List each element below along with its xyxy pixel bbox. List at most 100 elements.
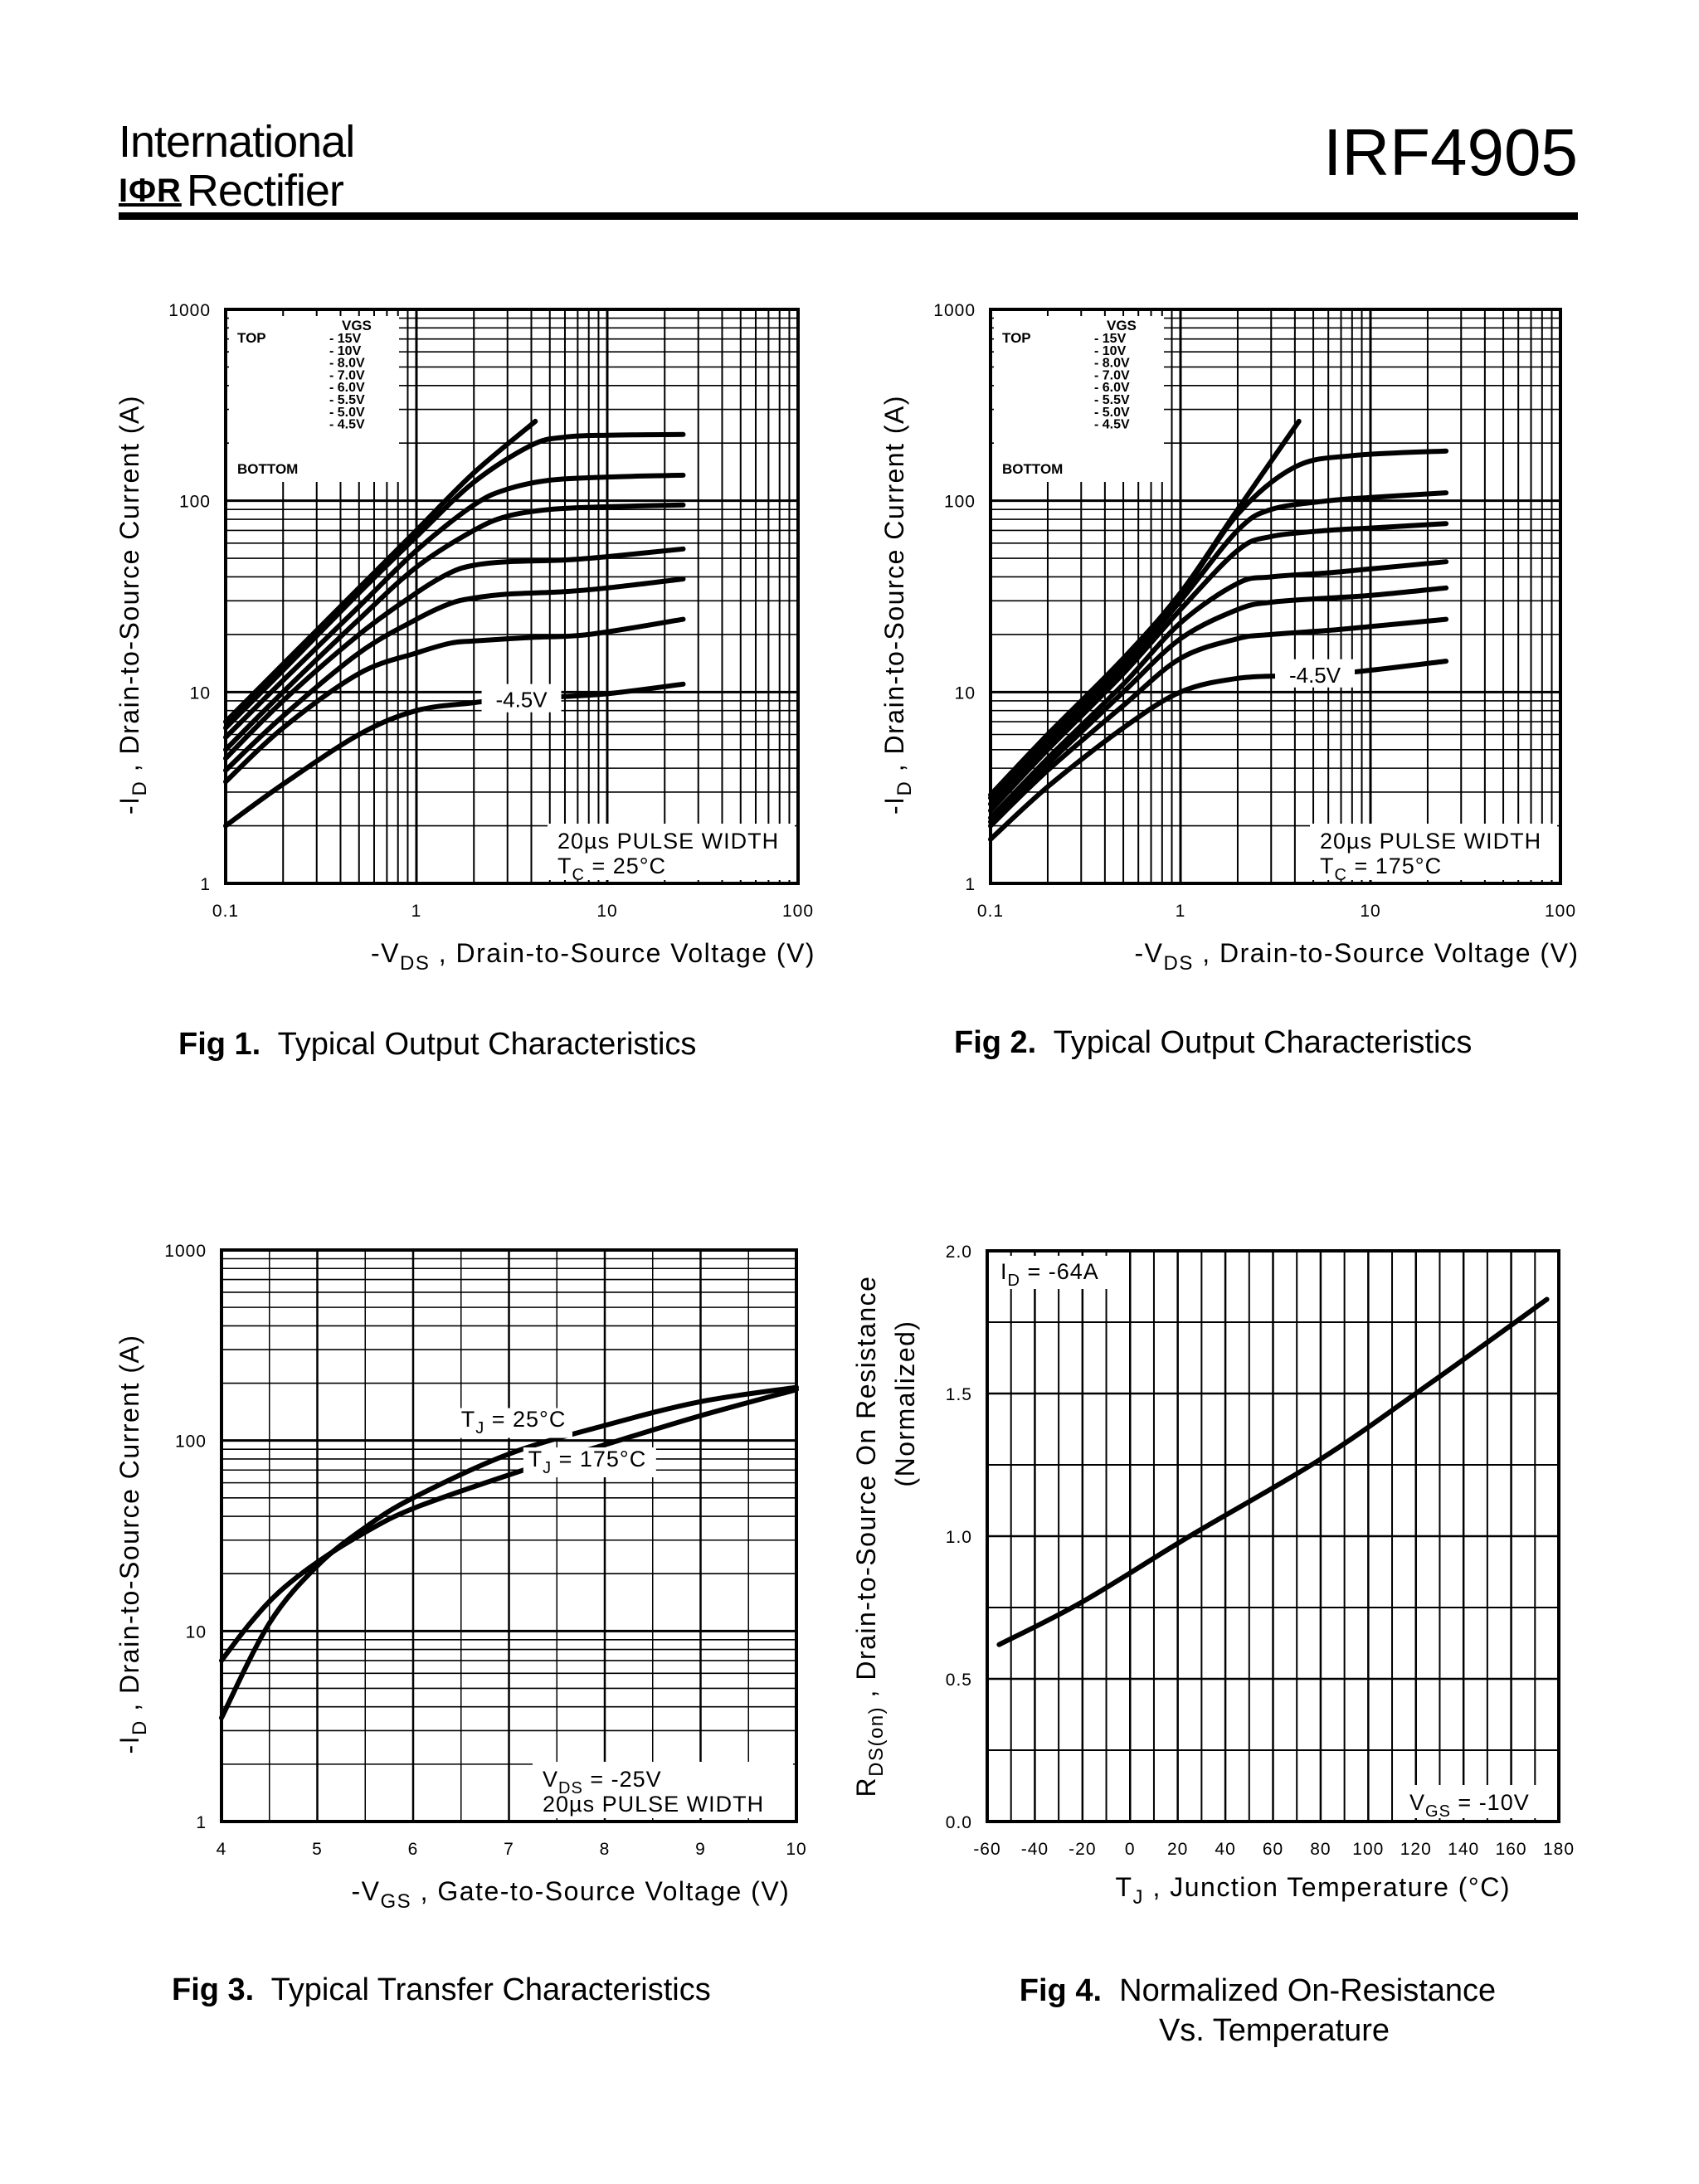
fig2-legend-entry: - 10V: [1094, 344, 1127, 358]
fig1-pulse-width-label: 20µs PULSE WIDTH: [557, 829, 779, 854]
fig4-xtick-label: 80: [1310, 1840, 1331, 1859]
fig4-xtick-label: 180: [1543, 1840, 1575, 1859]
fig3-plot-frame: [220, 1248, 798, 1823]
fig1-ytick-label: 10: [190, 683, 211, 703]
fig4-caption-text2: Vs. Temperature: [1158, 2013, 1390, 2048]
fig1-legend-top: TOP: [237, 330, 266, 346]
header-rule: [119, 212, 1578, 220]
fig4-ytick-label: 1.0: [946, 1528, 972, 1547]
fig2-xtick-label: 1: [1176, 902, 1186, 921]
fig1-legend-entry: - 4.5V: [329, 418, 365, 432]
fig2-ytick-label: 1: [965, 875, 976, 894]
fig3-series-line-tj-175-c: [219, 1387, 799, 1663]
fig1-caption-text: Typical Output Characteristics: [277, 1027, 697, 1062]
fig1-series-line--7-0v: [223, 502, 686, 752]
fig1-legend-bg: [229, 316, 399, 482]
fig4-ytick-label: 2.0: [946, 1243, 972, 1262]
fig4-series-line-rds-on-: [996, 1296, 1550, 1647]
fig3-caption-prefix: Fig 3.: [172, 1972, 255, 2007]
fig4-id-label: ID = -64A: [1000, 1259, 1099, 1290]
fig3-ytick-label: 10: [186, 1622, 207, 1642]
fig2-xtick-label: 0.1: [977, 902, 1004, 921]
fig2-caption-prefix: Fig 2.: [954, 1025, 1037, 1060]
fig3-ytick-label: 100: [175, 1432, 207, 1452]
fig4-id-label-bg: [992, 1256, 1117, 1289]
fig4-ytick-label: 0.5: [946, 1671, 972, 1690]
fig1-legend-entry: - 10V: [329, 344, 362, 358]
fig1-caption-prefix: Fig 1.: [178, 1027, 261, 1062]
fig2-legend-entry: - 7.0V: [1094, 368, 1130, 382]
fig3-tick-labels: 4 5 6 7 8 9 10 1 10 100 1000: [164, 1242, 806, 1859]
fig3-series-group: [219, 1384, 799, 1720]
fig2-ytick-label: 100: [944, 493, 976, 512]
fig4-xtick-label: -60: [973, 1840, 1000, 1859]
fig2-legend-entry: - 15V: [1094, 332, 1127, 346]
fig2-series-line--8-0v: [988, 490, 1449, 807]
fig1-series-line--5-5v: [223, 576, 686, 773]
fig4-xtick-label: 0: [1125, 1840, 1136, 1859]
fig2-legend-entry: - 5.5V: [1094, 393, 1130, 407]
fig4-xtick-label: -20: [1069, 1840, 1096, 1859]
fig4-series-group: [996, 1296, 1550, 1647]
fig2-caption: Fig 2. Typical Output Characteristics: [954, 1025, 1472, 1061]
fig4-caption-text: Normalized On-Resistance: [1119, 1973, 1497, 2008]
fig4-chart: ID = -64A VGS = -10V -60 -40 -20 0 20 40 60 80 100…: [851, 1243, 1575, 1909]
fig1-ytick-label: 1000: [168, 301, 211, 320]
fig2-series-line--6-0v: [988, 559, 1449, 820]
fig3-caption-text: Typical Transfer Characteristics: [270, 1972, 711, 2007]
fig3-xtick-label: 4: [217, 1840, 227, 1859]
fig1-plot-frame: [224, 308, 800, 885]
fig1-legend-entry: - 15V: [329, 332, 362, 346]
fig1-series-line--4-5v: [223, 681, 686, 829]
fig2-series-line--5-0v: [988, 616, 1449, 829]
fig2-chart: VGS TOP - 15V- 10V- 8.0V- 7.0V- 6.0V- 5.5V…: [879, 301, 1580, 975]
fig1-series-group: [223, 418, 686, 829]
fig3-vds-label: VDS = -25V: [543, 1767, 662, 1797]
fig4-y-axis-title: RDS(on) , Drain-to-Source On Resistance: [851, 1276, 888, 1797]
fig4-vgs-label-bg: [1401, 1785, 1555, 1818]
fig2-legend-entry: - 4.5V: [1094, 418, 1130, 432]
fig3-label-tj-25c: TJ = 25°C: [461, 1407, 567, 1437]
fig1-series-line--5-0v: [223, 616, 686, 785]
fig3-xtick-label: 10: [786, 1840, 806, 1859]
fig2-pulse-width-label: 20µs PULSE WIDTH: [1320, 829, 1541, 854]
fig4-x-axis-title: TJ , Junction Temperature (°C): [1116, 1872, 1511, 1909]
ir-logo: IΦR: [119, 172, 182, 209]
company-name-line1: International: [119, 117, 355, 167]
fig1-series-line--10v: [223, 431, 686, 731]
fig2-x-axis-title: -VDS , Drain-to-Source Voltage (V): [1135, 938, 1580, 975]
fig1-xtick-label: 1: [411, 902, 422, 921]
fig4-xtick-label: 40: [1215, 1840, 1235, 1859]
fig2-ytick-label: 1000: [933, 301, 976, 320]
fig3-xtick-label: 8: [600, 1840, 611, 1859]
fig1-ytick-label: 1: [200, 875, 211, 894]
fig2-legend-bg: [994, 316, 1164, 482]
fig2-legend-bottom: BOTTOM: [1002, 461, 1063, 477]
fig2-legend: VGS TOP - 15V- 10V- 8.0V- 7.0V- 6.0V- 5.5V…: [994, 316, 1164, 482]
fig3-xtick-label: 9: [695, 1840, 706, 1859]
fig1-xtick-label: 100: [782, 902, 814, 921]
fig1-legend-entry: - 7.0V: [329, 368, 365, 382]
fig1-legend-header: VGS: [342, 318, 372, 333]
fig4-grid: [987, 1251, 1559, 1822]
fig3-ytick-label: 1000: [164, 1242, 207, 1261]
fig4-xtick-label: 60: [1263, 1840, 1283, 1859]
fig4-xtick-label: -40: [1021, 1840, 1049, 1859]
fig3-x-axis-title: -VGS , Gate-to-Source Voltage (V): [352, 1876, 791, 1913]
fig1-ytick-label: 100: [179, 493, 211, 512]
fig1-series-line--6-0v: [223, 546, 686, 761]
fig2-xtick-label: 10: [1360, 902, 1380, 921]
fig1-conditions-bg: [548, 824, 795, 880]
fig3-ytick-label: 1: [196, 1813, 207, 1832]
fig1-x-axis-title: -VDS , Drain-to-Source Voltage (V): [371, 938, 815, 975]
fig2-y-axis-title: -ID , Drain-to-Source Current (A): [879, 395, 916, 815]
fig3-y-axis-title: -ID , Drain-to-Source Current (A): [114, 1334, 151, 1754]
fig1-xtick-label: 10: [596, 902, 617, 921]
fig2-plot-frame: [989, 308, 1562, 885]
fig2-caption-text: Typical Output Characteristics: [1053, 1025, 1473, 1060]
fig4-xtick-label: 160: [1496, 1840, 1527, 1859]
